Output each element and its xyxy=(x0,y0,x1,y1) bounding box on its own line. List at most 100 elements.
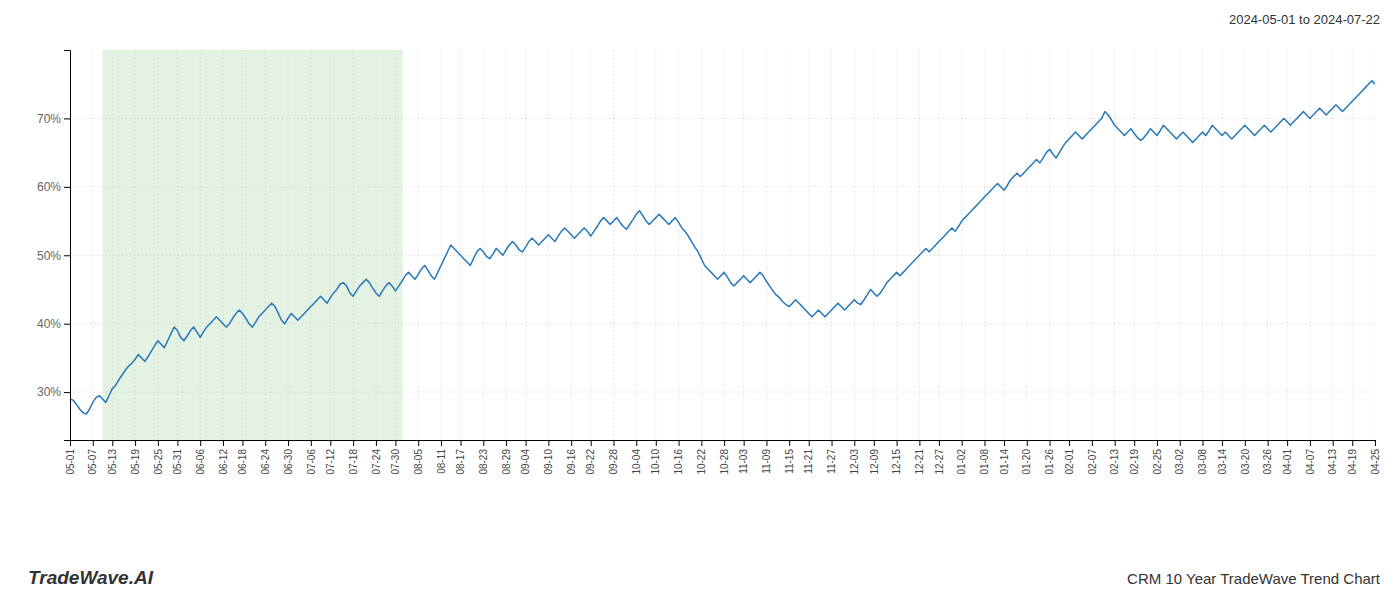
subtitle: 2024-05-01 to 2024-07-22 xyxy=(1229,12,1380,27)
grid-line xyxy=(724,50,725,440)
x-tick-mark xyxy=(984,440,985,446)
grid-line xyxy=(1267,50,1268,440)
x-tick: 10-04 xyxy=(631,440,642,475)
x-tick-label: 12-21 xyxy=(914,449,925,475)
grid-line xyxy=(70,186,1375,187)
x-tick-mark xyxy=(1268,440,1269,446)
x-tick-label: 08-11 xyxy=(436,449,447,474)
x-tick-label: 03-02 xyxy=(1174,449,1185,475)
x-tick-label: 10-04 xyxy=(631,449,642,475)
x-tick-mark xyxy=(636,440,637,446)
x-tick-label: 02-01 xyxy=(1064,449,1075,475)
x-axis-line xyxy=(71,441,1376,447)
grid-line xyxy=(1004,50,1005,440)
x-tick-mark xyxy=(744,440,745,446)
y-tick: 70% xyxy=(37,112,70,126)
x-tick-label: 01-20 xyxy=(1021,449,1032,475)
x-tick-mark xyxy=(1222,440,1223,446)
x-tick-mark xyxy=(506,440,507,446)
grid-line xyxy=(938,50,939,440)
x-tick-label: 09-22 xyxy=(585,449,596,475)
x-tick: 01-08 xyxy=(979,440,990,475)
x-tick-mark xyxy=(483,440,484,446)
x-tick-label: 03-08 xyxy=(1197,449,1208,475)
x-tick-mark xyxy=(897,440,898,446)
grid-line xyxy=(1244,50,1245,440)
x-tick: 12-21 xyxy=(914,440,925,475)
highlight-band xyxy=(103,50,403,440)
x-tick-label: 12-15 xyxy=(891,449,902,475)
x-tick-mark xyxy=(679,440,680,446)
grid-line xyxy=(483,50,484,440)
y-tick: 40% xyxy=(37,317,70,331)
x-tick: 01-26 xyxy=(1044,440,1055,475)
grid-line xyxy=(310,50,311,440)
x-tick-label: 03-26 xyxy=(1262,449,1273,475)
grid-line xyxy=(590,50,591,440)
x-tick: 05-31 xyxy=(172,440,183,475)
x-tick-mark xyxy=(962,440,963,446)
x-tick-label: 09-04 xyxy=(520,449,531,475)
grid-line xyxy=(613,50,614,440)
grid-line xyxy=(200,50,201,440)
y-tick-label: 50% xyxy=(37,249,61,263)
x-tick-mark xyxy=(353,440,354,446)
x-tick-label: 01-08 xyxy=(979,449,990,475)
x-tick: 11-15 xyxy=(784,440,795,474)
y-tick-mark xyxy=(64,324,70,325)
x-tick-mark xyxy=(1333,440,1334,446)
grid-line xyxy=(701,50,702,440)
x-tick-label: 08-29 xyxy=(501,449,512,475)
x-tick-mark xyxy=(919,440,920,446)
grid-line xyxy=(1222,50,1223,440)
grid-line xyxy=(177,50,178,440)
x-tick: 11-09 xyxy=(761,440,772,474)
x-tick: 12-09 xyxy=(869,440,880,475)
x-tick-label: 05-31 xyxy=(172,449,183,475)
x-tick-label: 06-24 xyxy=(260,449,271,475)
y-axis: 30%40%50%60%70% xyxy=(37,51,71,441)
x-tick: 01-02 xyxy=(956,440,967,475)
y-tick-label: 40% xyxy=(37,317,61,331)
x-tick-label: 12-27 xyxy=(934,449,945,475)
grid-line xyxy=(70,255,1375,256)
grid-line xyxy=(460,50,461,440)
x-tick-label: 09-10 xyxy=(543,449,554,475)
x-tick: 03-20 xyxy=(1240,440,1251,475)
x-tick-label: 11-09 xyxy=(761,449,772,474)
x-tick-mark xyxy=(1027,440,1028,446)
x-tick: 04-19 xyxy=(1347,440,1358,475)
grid-line xyxy=(896,50,897,440)
x-tick-label: 06-30 xyxy=(283,449,294,475)
x-tick: 09-10 xyxy=(543,440,554,475)
x-tick-label: 10-22 xyxy=(696,449,707,475)
x-tick-mark xyxy=(1050,440,1051,446)
x-tick-label: 10-16 xyxy=(673,449,684,475)
x-tick: 12-15 xyxy=(891,440,902,475)
x-tick-mark xyxy=(832,440,833,446)
x-tick: 06-18 xyxy=(237,440,248,475)
x-tick: 02-01 xyxy=(1064,440,1075,475)
x-tick-mark xyxy=(223,440,224,446)
grid-line xyxy=(1091,50,1092,440)
x-tick: 10-28 xyxy=(719,440,730,475)
x-tick-label: 05-13 xyxy=(107,449,118,475)
x-tick: 01-14 xyxy=(999,440,1010,475)
x-tick-mark xyxy=(1352,440,1353,446)
grid-line xyxy=(265,50,266,440)
x-tick: 04-25 xyxy=(1370,440,1381,475)
x-tick: 12-03 xyxy=(849,440,860,475)
x-tick: 07-06 xyxy=(306,440,317,475)
grid-line xyxy=(418,50,419,440)
x-tick-mark xyxy=(242,440,243,446)
x-tick-label: 06-06 xyxy=(195,449,206,475)
grid-line xyxy=(1179,50,1180,440)
grid-line xyxy=(984,50,985,440)
x-tick: 06-12 xyxy=(218,440,229,475)
x-tick-label: 08-23 xyxy=(478,449,489,475)
grid-line xyxy=(1309,50,1310,440)
y-tick: 60% xyxy=(37,180,70,194)
grid-line xyxy=(636,50,637,440)
x-tick-label: 06-12 xyxy=(218,449,229,475)
grid-line xyxy=(808,50,809,440)
